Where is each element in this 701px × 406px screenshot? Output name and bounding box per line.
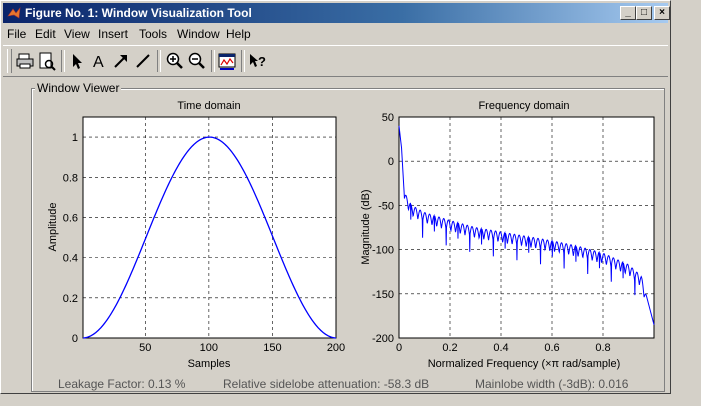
minimize-button[interactable]: _	[620, 6, 636, 20]
x-tick-label: 0	[396, 342, 402, 354]
help-icon[interactable]: ?	[247, 51, 267, 71]
frequency-domain-chart[interactable]: 0 0.2 0.4 0.6 0.8 -200 -150 -100 -50 0 50 Frequenc…	[360, 100, 655, 370]
panel-title: Window Viewer	[35, 81, 122, 95]
maximize-button[interactable]: □	[636, 6, 652, 20]
y-tick-label: -50	[378, 200, 394, 212]
time-domain-ticks: 50 100 150 200 0 0.2 0.4 0.6 0.8 1	[63, 132, 345, 354]
sidelobe-attenuation-text: Relative sidelobe attenuation: -58.3 dB	[223, 377, 430, 391]
y-tick-label: -100	[372, 245, 394, 257]
time-domain-xlabel: Samples	[188, 358, 231, 370]
window-title: Figure No. 1: Window Visualization Tool	[25, 6, 252, 20]
x-tick-label: 0.2	[442, 342, 457, 354]
y-tick-label: 0.6	[63, 212, 78, 224]
menu-view[interactable]: View	[64, 27, 90, 41]
y-tick-label: 0	[72, 333, 78, 345]
menu-tools[interactable]: Tools	[139, 27, 168, 41]
time-domain-ylabel: Amplitude	[47, 203, 59, 252]
y-tick-label: -200	[372, 333, 394, 345]
window-viewer-panel	[31, 88, 665, 392]
toolbar-separator	[61, 50, 65, 72]
toolbar: A ?	[3, 45, 668, 77]
time-domain-plot-bg	[82, 116, 337, 339]
y-tick-label: 50	[382, 112, 394, 124]
toolbar-separator	[241, 50, 245, 72]
frequency-domain-plot-bg	[398, 116, 655, 339]
window-designer-icon[interactable]	[217, 51, 237, 71]
x-tick-label: 150	[263, 342, 281, 354]
menu-help[interactable]: Help	[226, 27, 251, 41]
time-domain-chart[interactable]: 50 100 150 200 0 0.2 0.4 0.6 0.8 1 Time domain Sa…	[47, 100, 345, 370]
matlab-logo-icon	[7, 7, 21, 19]
time-domain-series-line	[82, 136, 337, 339]
x-tick-label: 100	[200, 342, 218, 354]
title-bar[interactable]: Figure No. 1: Window Visualization Tool …	[3, 3, 670, 23]
y-tick-label: -150	[372, 289, 394, 301]
y-tick-label: 0.4	[63, 253, 78, 265]
toolbar-separator	[211, 50, 215, 72]
arrow-icon[interactable]	[111, 51, 131, 71]
frequency-domain-title: Frequency domain	[478, 100, 569, 112]
menu-file[interactable]: File	[7, 27, 27, 41]
toolbar-grip[interactable]	[7, 49, 12, 73]
line-icon[interactable]	[133, 51, 153, 71]
leakage-factor-text: Leakage Factor: 0.13 %	[58, 377, 186, 391]
frequency-domain-series-line	[398, 125, 655, 325]
frequency-domain-grid	[398, 116, 654, 339]
print-icon[interactable]	[15, 51, 35, 71]
time-domain-title: Time domain	[177, 100, 240, 112]
time-domain-grid	[83, 117, 337, 339]
x-tick-label: 0.8	[595, 342, 610, 354]
y-tick-label: 0.8	[63, 172, 78, 184]
y-tick-label: 1	[72, 132, 78, 144]
select-arrow-icon[interactable]	[67, 51, 87, 71]
figure-window: Figure No. 1: Window Visualization Tool …	[0, 0, 671, 394]
y-tick-label: 0	[388, 156, 394, 168]
x-tick-label: 0.4	[493, 342, 508, 354]
frequency-domain-ylabel: Magnitude (dB)	[360, 189, 372, 264]
close-button[interactable]: ×	[654, 6, 670, 20]
svg-text:?: ?	[258, 54, 266, 69]
toolbar-separator	[157, 50, 161, 72]
text-icon[interactable]: A	[89, 51, 109, 71]
mainlobe-width-text: Mainlobe width (-3dB): 0.016	[475, 377, 629, 391]
x-tick-label: 200	[327, 342, 345, 354]
zoom-in-icon[interactable]	[165, 51, 185, 71]
y-tick-label: 0.2	[63, 293, 78, 305]
x-tick-label: 50	[139, 342, 151, 354]
menu-insert[interactable]: Insert	[98, 27, 129, 41]
menu-window[interactable]: Window	[177, 27, 220, 41]
frequency-domain-ticks: 0 0.2 0.4 0.6 0.8 -200 -150 -100 -50 0 50	[372, 112, 611, 354]
plots-area: 50 100 150 200 0 0.2 0.4 0.6 0.8 1 Time domain Sa…	[47, 100, 655, 370]
frequency-domain-xlabel: Normalized Frequency (×π rad/sample)	[428, 358, 621, 370]
zoom-out-icon[interactable]	[187, 51, 207, 71]
print-preview-icon[interactable]	[37, 51, 57, 71]
x-tick-label: 0.6	[544, 342, 559, 354]
menu-edit[interactable]: Edit	[35, 27, 56, 41]
svg-text:A: A	[93, 54, 104, 71]
